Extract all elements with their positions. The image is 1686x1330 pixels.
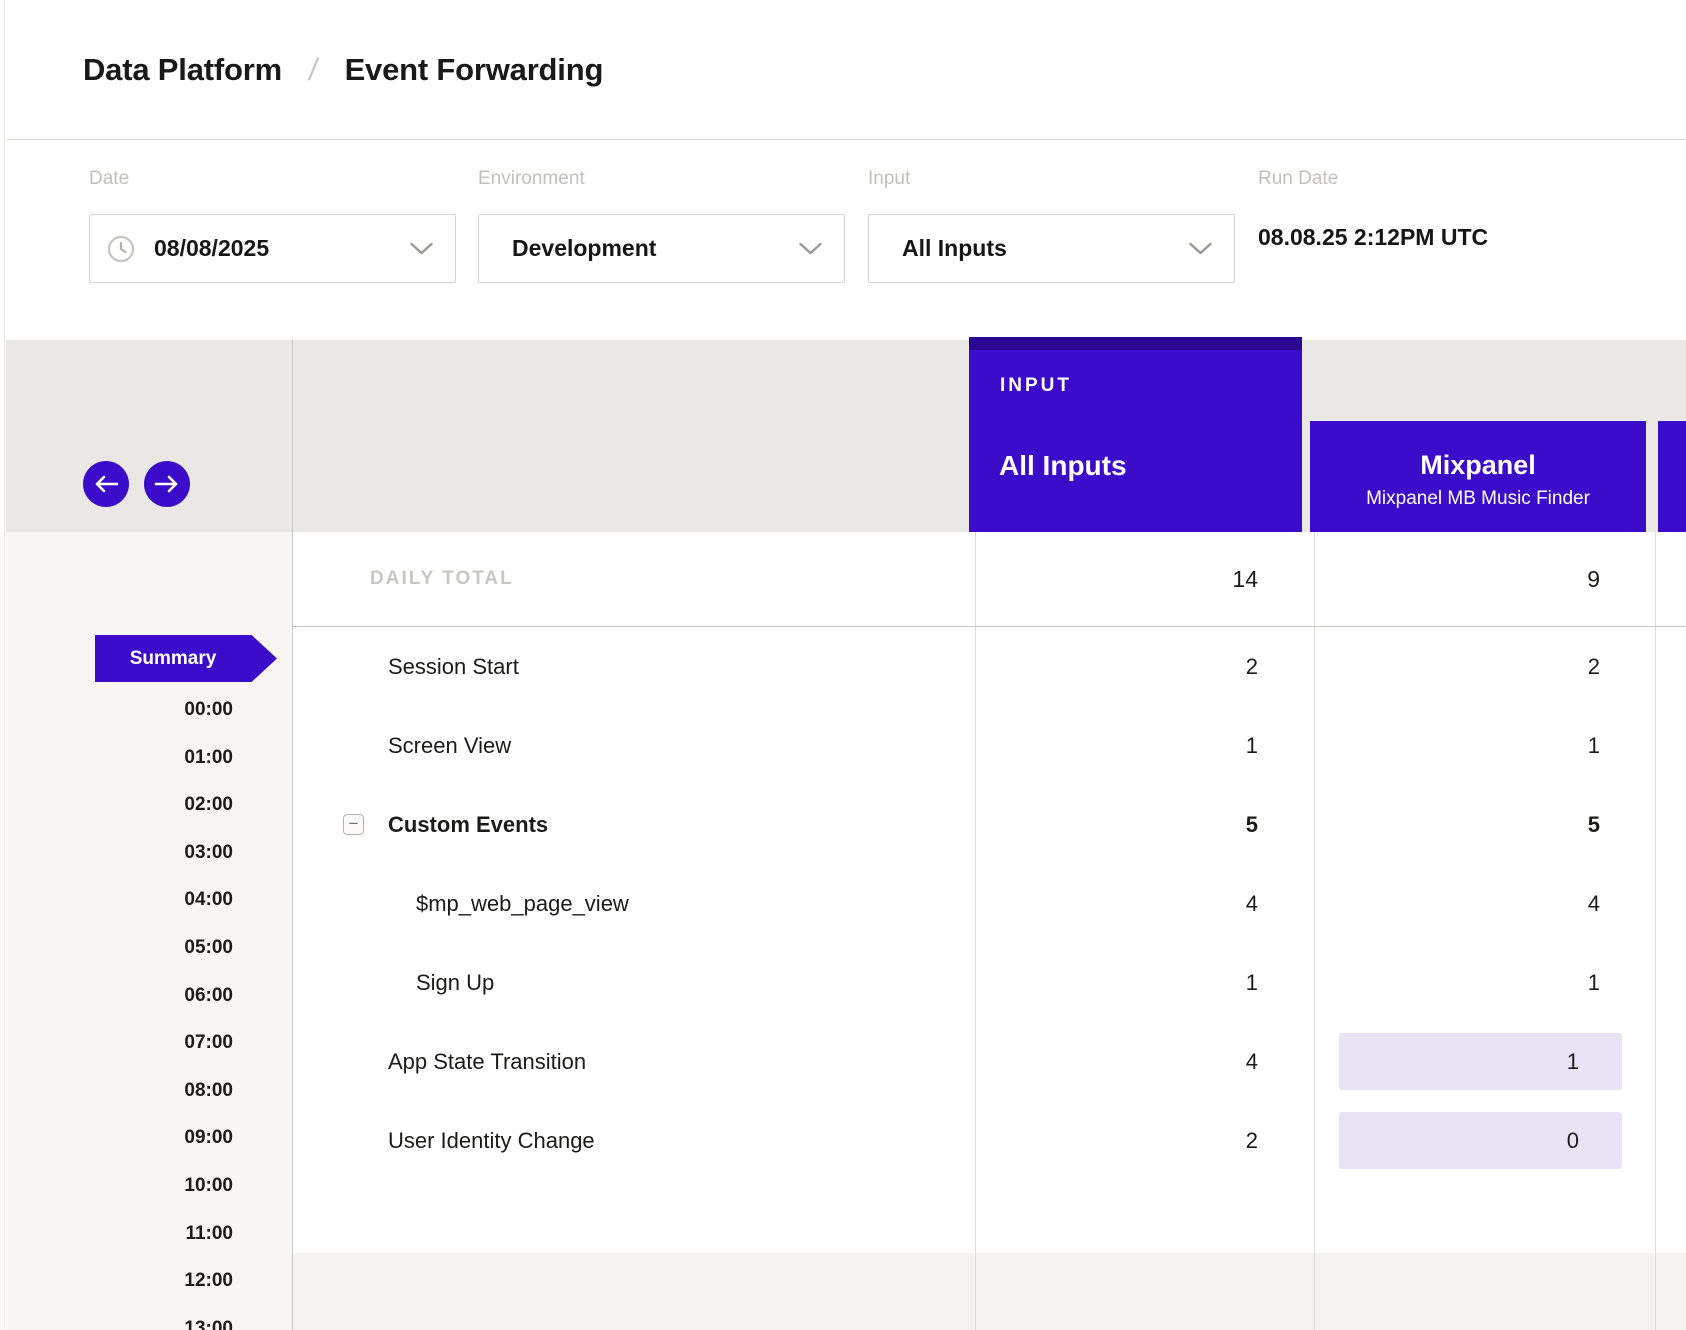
table-row-mp-web-page-view: $mp_web_page_view 4 4	[292, 864, 1686, 943]
previous-day-button[interactable]	[83, 461, 129, 507]
output-column-header-partial	[1658, 421, 1686, 532]
summary-tab[interactable]: Summary	[95, 635, 277, 682]
input-cell: 4	[975, 1022, 1313, 1101]
table-row-sign-up: Sign Up 1 1	[292, 943, 1686, 1022]
input-cell: 5	[975, 785, 1313, 864]
output-cell: 1	[1314, 943, 1652, 1022]
clock-icon	[107, 235, 135, 263]
environment-select[interactable]: Development	[478, 214, 845, 283]
hour-label-04[interactable]: 04:00	[6, 876, 233, 924]
hour-label-07[interactable]: 07:00	[6, 1019, 233, 1067]
input-select[interactable]: All Inputs	[868, 214, 1235, 283]
output-cell: 1	[1314, 706, 1652, 785]
table-row-user-identity-change: User Identity Change 2 0	[292, 1101, 1686, 1180]
event-name: $mp_web_page_view	[416, 891, 629, 917]
page-left-border	[4, 0, 5, 1330]
hour-label-08[interactable]: 08:00	[6, 1067, 233, 1115]
hour-label-01[interactable]: 01:00	[6, 734, 233, 782]
input-section-label: INPUT	[1000, 375, 1072, 397]
hour-label-13[interactable]: 13:00	[6, 1305, 233, 1330]
day-hour-rail: Summary 00:00 01:00 02:00 03:00 04:00 05…	[6, 532, 292, 1330]
run-date-label: Run Date	[1258, 168, 1338, 190]
input-cell: 2	[975, 1101, 1313, 1180]
next-day-button[interactable]	[144, 461, 190, 507]
table-row-session-start: Session Start 2 2	[292, 627, 1686, 706]
date-select[interactable]: 08/08/2025	[89, 214, 456, 283]
chevron-down-icon	[799, 242, 822, 255]
daily-total-row: DAILY TOTAL 14 9	[292, 532, 1686, 627]
environment-label: Environment	[478, 168, 585, 190]
page-title: Event Forwarding	[345, 52, 604, 88]
input-column-name: All Inputs	[999, 450, 1127, 482]
highlight-badge	[1339, 1112, 1622, 1169]
minus-square-icon[interactable]: −	[343, 814, 364, 835]
filter-bar: Date Environment Input Run Date 08/08/20…	[6, 140, 1686, 340]
hour-label-12[interactable]: 12:00	[6, 1257, 233, 1305]
output-connection-name: Mixpanel	[1310, 450, 1646, 481]
table-footer-band	[292, 1253, 1686, 1330]
input-label: Input	[868, 168, 910, 190]
event-name: Sign Up	[416, 970, 494, 996]
run-date-value: 08.08.25 2:12PM UTC	[1258, 224, 1488, 251]
output-cell: 2	[1314, 627, 1652, 706]
hour-label-09[interactable]: 09:00	[6, 1114, 233, 1162]
hour-label-03[interactable]: 03:00	[6, 829, 233, 877]
hour-label-06[interactable]: 06:00	[6, 972, 233, 1020]
event-name: Custom Events	[388, 812, 548, 838]
output-cell: 4	[1314, 864, 1652, 943]
input-cell: 1	[975, 706, 1313, 785]
hour-label-11[interactable]: 11:00	[6, 1210, 233, 1258]
input-cell: 1	[975, 943, 1313, 1022]
hour-label-02[interactable]: 02:00	[6, 781, 233, 829]
date-label: Date	[89, 168, 129, 190]
event-forwarding-page: Data Platform / Event Forwarding Date En…	[0, 0, 1686, 1330]
chevron-down-icon	[1189, 242, 1212, 255]
environment-value: Development	[512, 235, 656, 262]
output-cell-highlighted: 1	[1314, 1022, 1652, 1101]
date-value: 08/08/2025	[154, 235, 269, 262]
hour-label-10[interactable]: 10:00	[6, 1162, 233, 1210]
table-row-custom-events: − Custom Events 5 5	[292, 785, 1686, 864]
breadcrumb-separator: /	[306, 52, 320, 88]
event-name: Screen View	[388, 733, 511, 759]
output-connection-subtitle: Mixpanel MB Music Finder	[1310, 488, 1646, 510]
event-name: User Identity Change	[388, 1128, 595, 1154]
daily-total-input-cell: 14	[975, 532, 1313, 626]
input-cell: 2	[975, 627, 1313, 706]
event-name: App State Transition	[388, 1049, 586, 1075]
hour-label-00[interactable]: 00:00	[6, 686, 233, 734]
breadcrumb: Data Platform / Event Forwarding	[6, 0, 1686, 140]
table-row-screen-view: Screen View 1 1	[292, 706, 1686, 785]
rail-body-divider	[292, 340, 293, 1330]
daily-total-label: DAILY TOTAL	[370, 532, 514, 626]
arrow-right-icon	[154, 475, 180, 493]
chevron-down-icon	[410, 242, 433, 255]
output-cell: 5	[1314, 785, 1652, 864]
input-column-accent-strip	[969, 337, 1302, 350]
output-column-header-mixpanel: Mixpanel Mixpanel MB Music Finder	[1310, 421, 1646, 532]
event-name: Session Start	[388, 654, 519, 680]
arrow-left-icon	[93, 475, 119, 493]
table-row-app-state-transition: App State Transition 4 1	[292, 1022, 1686, 1101]
daily-total-output-cell: 9	[1314, 532, 1652, 626]
input-column-header: INPUT All Inputs	[969, 337, 1302, 532]
input-cell: 4	[975, 864, 1313, 943]
breadcrumb-link-data-platform[interactable]: Data Platform	[83, 52, 282, 88]
highlight-badge	[1339, 1033, 1622, 1090]
input-value: All Inputs	[902, 235, 1007, 262]
table-body: DAILY TOTAL 14 9 Session Start 2 2 Scree…	[292, 532, 1686, 1330]
hour-list: 00:00 01:00 02:00 03:00 04:00 05:00 06:0…	[6, 686, 233, 1330]
hour-label-05[interactable]: 05:00	[6, 924, 233, 972]
output-cell-highlighted: 0	[1314, 1101, 1652, 1180]
